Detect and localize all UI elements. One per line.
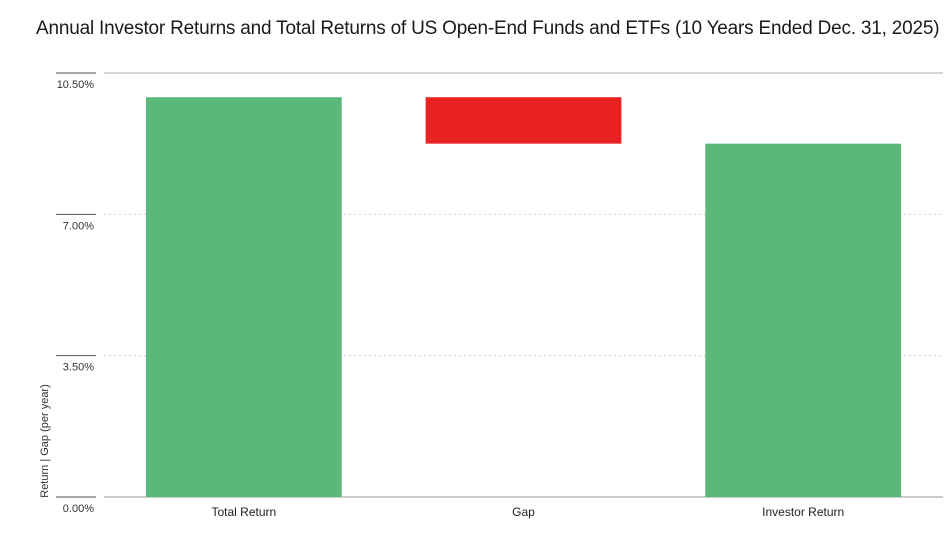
chart-title: Annual Investor Returns and Total Return… [36,18,940,39]
bar-total-return [145,97,342,497]
x-category-label: Gap [512,505,535,519]
bars [145,97,902,497]
y-axis-ticks: 0.00% 3.50% 7.00% 10.50% [56,72,96,515]
y-tick-label: 7.00% [63,220,94,232]
bar-gap [425,97,622,144]
x-axis-categories: Total Return Gap Investor Return [211,505,844,519]
bar-investor-return [705,143,902,497]
x-category-label: Investor Return [762,505,844,519]
y-axis-label: Return | Gap (per year) [39,384,51,498]
x-category-label: Total Return [211,505,276,519]
y-tick-label: 3.50% [63,362,94,374]
y-tick-label: 10.50% [57,79,95,91]
y-tick-label: 0.00% [63,503,94,515]
